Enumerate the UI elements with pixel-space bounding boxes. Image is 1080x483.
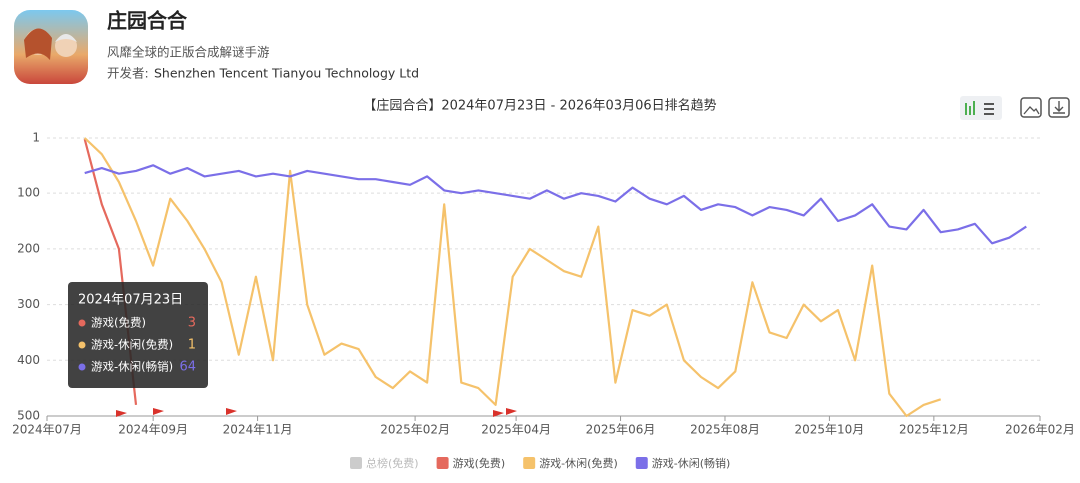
app-title: 庄园合合 — [107, 9, 188, 33]
developer-name: Shenzhen Tencent Tianyou Technology Ltd — [154, 66, 419, 81]
tooltip-dot — [78, 319, 86, 327]
chart-title: 【庄园合合】2024年07月23日 - 2026年03月06日排名趋势 — [363, 98, 716, 114]
tooltip-value: 3 — [188, 316, 196, 331]
legend-item[interactable]: 游戏-休闲(免费) — [523, 456, 618, 470]
x-tick-label: 2025年12月 — [899, 423, 969, 437]
chart-type-toggle[interactable] — [960, 96, 1002, 120]
legend-label: 游戏(免费) — [453, 456, 506, 470]
tooltip-value: 1 — [188, 338, 196, 353]
legend-item[interactable]: 游戏(免费) — [436, 456, 506, 470]
y-tick-label: 100 — [17, 186, 40, 200]
series-line — [85, 138, 975, 416]
save-image-button[interactable] — [1020, 97, 1042, 118]
app-icon — [14, 10, 88, 84]
y-tick-label: 300 — [17, 297, 40, 311]
tooltip-series: 游戏-休闲(畅销) — [91, 360, 173, 374]
event-flags — [116, 408, 517, 422]
y-tick-label: 200 — [17, 241, 40, 255]
legend-swatch — [436, 457, 449, 469]
download-button[interactable] — [1048, 97, 1070, 118]
x-tick-label: 2026年02月 — [1005, 423, 1075, 437]
x-tick-label: 2025年04月 — [481, 423, 551, 437]
legend-swatch — [350, 457, 362, 469]
tooltip-dot — [78, 341, 86, 349]
legend: 总榜(免费) 游戏(免费) 游戏-休闲(免费) 游戏-休闲(畅销) — [350, 456, 730, 470]
tooltip-series: 游戏(免费) — [91, 316, 146, 330]
x-tick-label: 2025年10月 — [795, 423, 865, 437]
developer-label: 开发者: — [107, 66, 149, 81]
legend-label: 游戏-休闲(免费) — [539, 456, 618, 470]
x-tick-label: 2024年07月 — [12, 423, 82, 437]
x-tick-label: 2025年06月 — [586, 423, 656, 437]
tooltip-dot — [78, 363, 86, 371]
series-line — [84, 164, 1027, 245]
tooltip: 2024年07月23日 游戏(免费) 3 游戏-休闲(免费) 1 游戏-休闲(畅销) 64 — [68, 282, 208, 388]
y-tick-label: 400 — [17, 353, 40, 367]
legend-item[interactable]: 游戏-休闲(畅销) — [635, 456, 731, 470]
x-tick-label: 2025年02月 — [380, 423, 450, 437]
legend-item[interactable]: 总榜(免费) — [350, 456, 419, 470]
tooltip-date: 2024年07月23日 — [78, 293, 183, 308]
legend-label: 游戏-休闲(畅销) — [652, 456, 731, 470]
app-subtitle: 风靡全球的正版合成解谜手游 — [107, 45, 270, 60]
y-tick-label: 500 — [17, 409, 40, 423]
legend-swatch — [523, 457, 536, 469]
x-tick-label: 2024年11月 — [223, 423, 293, 437]
y-tick-label: 1 — [32, 131, 40, 145]
tooltip-value: 64 — [179, 360, 196, 375]
tooltip-series: 游戏-休闲(免费) — [91, 338, 173, 352]
legend-label: 总榜(免费) — [366, 456, 419, 470]
x-tick-label: 2025年08月 — [690, 423, 760, 437]
legend-swatch — [635, 457, 648, 469]
x-tick-label: 2024年09月 — [118, 423, 188, 437]
